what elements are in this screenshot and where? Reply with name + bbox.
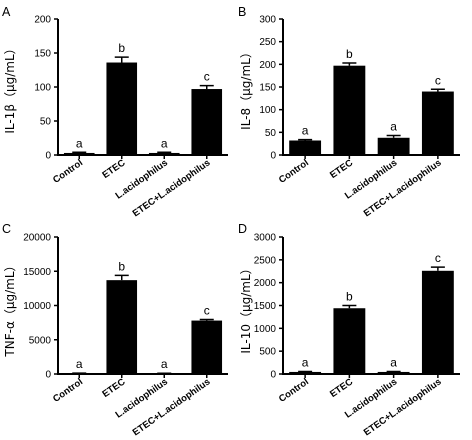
bar xyxy=(289,371,322,374)
bar xyxy=(148,152,180,155)
y-tick-label: 1000 xyxy=(254,324,277,335)
y-tick-label: 0 xyxy=(45,370,51,381)
category-label: ETEC xyxy=(100,376,127,400)
significance-letter: a xyxy=(76,357,83,371)
y-tick-label: 3000 xyxy=(254,233,277,244)
y-tick-label: 100 xyxy=(34,83,51,94)
bar xyxy=(333,308,366,374)
y-tick-label: 250 xyxy=(259,37,276,48)
significance-letter: b xyxy=(346,290,353,304)
panel-a: A IL-1β（μg/mL） 0 50 100 150 200 a Control b ETEC… xyxy=(2,5,228,219)
panel-letter: D xyxy=(238,222,247,236)
y-tick-label: 50 xyxy=(40,117,52,128)
error-bar xyxy=(386,134,401,138)
bar xyxy=(421,91,454,155)
error-bar xyxy=(298,138,313,141)
error-bar xyxy=(199,84,214,90)
significance-letter: b xyxy=(118,41,125,55)
category-label: Control xyxy=(51,376,85,404)
y-axis-label: IL-8（μg/mL） xyxy=(239,46,253,130)
y-tick-label: 15000 xyxy=(23,267,51,278)
error-bar xyxy=(114,274,129,281)
bar xyxy=(191,89,223,155)
significance-letter: c xyxy=(435,251,441,265)
y-tick-label: 1500 xyxy=(254,301,277,312)
category-label: ETEC+L.acidophilus xyxy=(131,376,213,438)
significance-letter: a xyxy=(76,136,83,150)
error-bar xyxy=(114,56,129,63)
y-tick-label: 150 xyxy=(34,49,51,60)
error-bar xyxy=(72,151,87,154)
panel-letter: C xyxy=(2,222,11,236)
y-tick-label: 20000 xyxy=(23,233,51,244)
category-label: Control xyxy=(277,376,311,404)
significance-letter: a xyxy=(161,357,168,371)
bar xyxy=(377,371,410,374)
y-tick-label: 100 xyxy=(259,105,276,116)
bar xyxy=(289,140,322,155)
panel-c: C TNF-α（μg/mL） 0 5000 10000 15000 20000 a Cont… xyxy=(2,222,228,438)
category-label: ETEC xyxy=(328,376,355,400)
y-tick-label: 2500 xyxy=(254,255,277,266)
significance-letter: b xyxy=(346,47,353,61)
y-tick-label: 10000 xyxy=(23,301,51,312)
category-label: Control xyxy=(277,157,311,185)
category-label: ETEC+L.acidophilus xyxy=(362,157,444,219)
significance-letter: a xyxy=(390,120,397,134)
bar xyxy=(106,280,138,374)
bar xyxy=(421,270,454,374)
significance-letter: c xyxy=(204,70,210,84)
panel-letter: A xyxy=(2,5,11,19)
error-bar xyxy=(342,62,357,66)
error-bar xyxy=(430,266,445,271)
significance-letter: a xyxy=(390,355,397,369)
significance-letter: a xyxy=(302,124,309,138)
panel-letter: B xyxy=(238,5,246,19)
significance-letter: a xyxy=(161,136,168,150)
category-label: ETEC+L.acidophilus xyxy=(362,376,444,438)
y-tick-label: 0 xyxy=(270,370,276,381)
error-bar xyxy=(430,88,445,92)
y-axis-label: IL-1β（μg/mL） xyxy=(3,42,17,133)
bar xyxy=(377,137,410,155)
y-tick-label: 0 xyxy=(45,151,51,162)
error-bar xyxy=(157,151,172,154)
y-tick-label: 300 xyxy=(259,15,276,26)
y-tick-label: 150 xyxy=(259,83,276,94)
significance-letter: b xyxy=(118,259,125,273)
y-tick-label: 500 xyxy=(259,347,276,358)
category-label: ETEC+L.acidophilus xyxy=(131,157,213,219)
panel-b: B IL-8（μg/mL） 0 50 100 150 200 250 300 a Control… xyxy=(238,5,460,219)
error-bar xyxy=(342,304,357,309)
significance-letter: a xyxy=(302,355,309,369)
bar xyxy=(63,152,95,155)
panel-d: D IL-10（μg/mL） 0 500 1000 1500 2000 2500 3000 a… xyxy=(238,222,460,438)
bar xyxy=(106,62,138,155)
y-tick-label: 200 xyxy=(34,15,51,26)
y-tick-label: 2000 xyxy=(254,278,277,289)
error-bar xyxy=(199,318,214,321)
y-tick-label: 50 xyxy=(265,128,277,139)
category-label: ETEC xyxy=(100,157,127,181)
category-label: ETEC xyxy=(328,157,355,181)
y-tick-label: 0 xyxy=(270,151,276,162)
bar xyxy=(333,65,366,155)
bar xyxy=(191,320,223,374)
y-axis-label: IL-10（μg/mL） xyxy=(239,262,253,353)
y-tick-label: 200 xyxy=(259,60,276,71)
y-axis-label: TNF-α（μg/mL） xyxy=(3,259,17,357)
significance-letter: c xyxy=(435,73,441,87)
category-label: Control xyxy=(51,157,85,185)
significance-letter: c xyxy=(204,304,210,318)
y-tick-label: 5000 xyxy=(29,335,52,346)
